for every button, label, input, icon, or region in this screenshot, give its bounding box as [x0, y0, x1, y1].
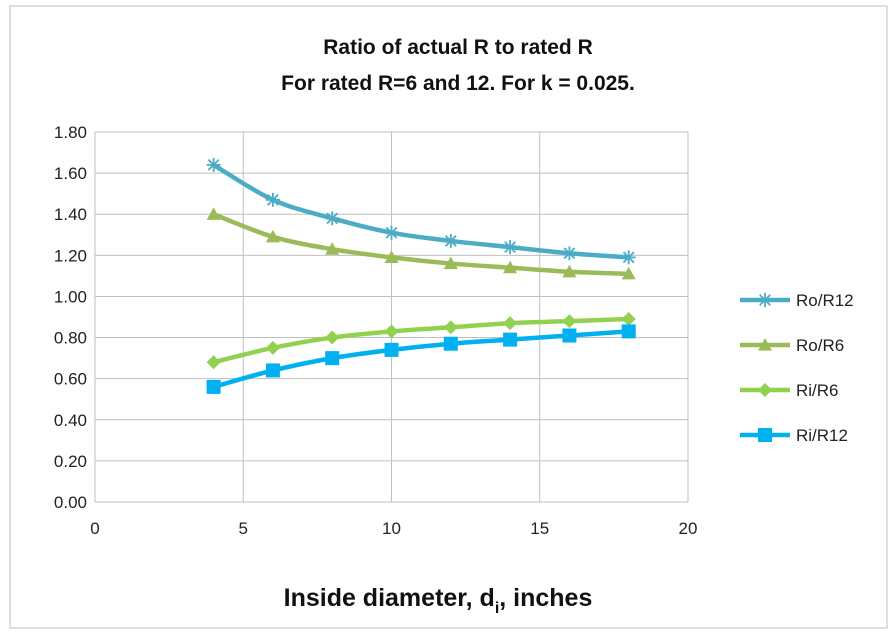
x-axis-label-subscript: i	[495, 600, 499, 617]
series-ro-r6	[206, 207, 636, 280]
data-point-ri-r12	[265, 363, 280, 378]
legend-marker-ro-r6	[758, 338, 772, 351]
data-point-ro-r12	[621, 250, 636, 265]
legend: Ro/R12 Ro/R6 Ri/R6 Ri/R12	[740, 291, 854, 445]
legend-marker-ri-r12	[758, 428, 772, 442]
data-point-ro-r12	[384, 225, 399, 240]
legend-marker-ri-r6	[758, 383, 772, 397]
y-tick-label: 0.60	[54, 370, 87, 389]
x-axis-label-main: Inside diameter, d	[284, 584, 495, 612]
data-point-ri-r12	[503, 332, 518, 347]
data-point-ro-r12	[325, 211, 340, 226]
data-point-ri-r12	[384, 342, 399, 357]
series-ro-r12	[206, 157, 636, 265]
data-point-ro-r6	[503, 260, 518, 274]
data-point-ro-r6	[562, 264, 577, 278]
series-ri-r6	[206, 312, 636, 370]
series-ri-r12	[206, 324, 636, 394]
data-point-ri-r6	[562, 314, 577, 329]
series-group	[206, 157, 636, 394]
legend-item-ro-r6: Ro/R6	[740, 336, 844, 355]
data-point-ro-r6	[443, 256, 458, 270]
data-point-ri-r6	[325, 330, 340, 345]
data-point-ro-r6	[621, 266, 636, 280]
legend-item-ri-r12: Ri/R12	[740, 426, 848, 445]
y-tick-label: 1.20	[54, 246, 87, 265]
y-tick-label: 1.80	[54, 123, 87, 142]
x-tick-label: 10	[382, 519, 401, 538]
data-point-ro-r12	[443, 233, 458, 248]
x-tick-label: 0	[90, 519, 99, 538]
legend-label-ri-r6: Ri/R6	[796, 381, 839, 400]
series-line-ro-r6	[211, 211, 631, 277]
x-tick-label: 15	[530, 519, 549, 538]
data-point-ro-r12	[562, 246, 577, 261]
legend-label-ro-r12: Ro/R12	[796, 291, 854, 310]
legend-marker-ro-r12	[758, 293, 772, 307]
data-point-ro-r6	[265, 229, 280, 243]
data-point-ri-r6	[443, 320, 458, 335]
y-tick-label: 1.60	[54, 164, 87, 183]
x-axis-label: Inside diameter, di, inches	[284, 584, 593, 617]
y-tick-label: 1.00	[54, 287, 87, 306]
y-tick-label: 0.80	[54, 329, 87, 348]
x-tick-label: 20	[679, 519, 698, 538]
data-point-ro-r6	[384, 250, 399, 263]
y-axis-ticks: 0.00 0.20 0.40 0.60 0.80 1.00 1.20 1.40 1.60 1.80	[54, 123, 87, 512]
legend-label-ri-r12: Ri/R12	[796, 426, 848, 445]
chart-title-line-2: For rated R=6 and 12. For k = 0.025.	[281, 72, 635, 95]
data-point-ri-r12	[443, 336, 458, 351]
data-point-ri-r12	[325, 351, 340, 366]
data-point-ri-r6	[265, 340, 280, 355]
chart-title-line-1: Ratio of actual R to rated R	[323, 36, 593, 59]
data-point-ri-r6	[384, 324, 399, 339]
data-point-ri-r6	[503, 316, 518, 331]
data-point-ro-r6	[206, 207, 221, 220]
x-axis-ticks: 0 5 10 15 20	[90, 519, 697, 538]
x-axis-label-tail: , inches	[499, 584, 592, 612]
data-point-ri-r6	[621, 312, 636, 327]
data-point-ri-r12	[621, 324, 636, 339]
data-point-ro-r12	[265, 192, 280, 207]
legend-item-ro-r12: Ro/R12	[740, 291, 854, 310]
y-tick-label: 0.40	[54, 411, 87, 430]
data-point-ro-r12	[206, 157, 221, 172]
legend-label-ro-r6: Ro/R6	[796, 336, 844, 355]
x-tick-label: 5	[239, 519, 248, 538]
data-point-ri-r12	[562, 328, 577, 343]
y-tick-label: 0.00	[54, 493, 87, 512]
data-point-ro-r12	[503, 240, 518, 255]
data-point-ri-r6	[206, 355, 221, 370]
y-tick-label: 1.40	[54, 205, 87, 224]
data-point-ro-r6	[325, 242, 340, 255]
chart-border	[9, 5, 888, 629]
y-tick-label: 0.20	[54, 452, 87, 471]
data-point-ri-r12	[206, 379, 221, 394]
legend-item-ri-r6: Ri/R6	[740, 381, 839, 400]
